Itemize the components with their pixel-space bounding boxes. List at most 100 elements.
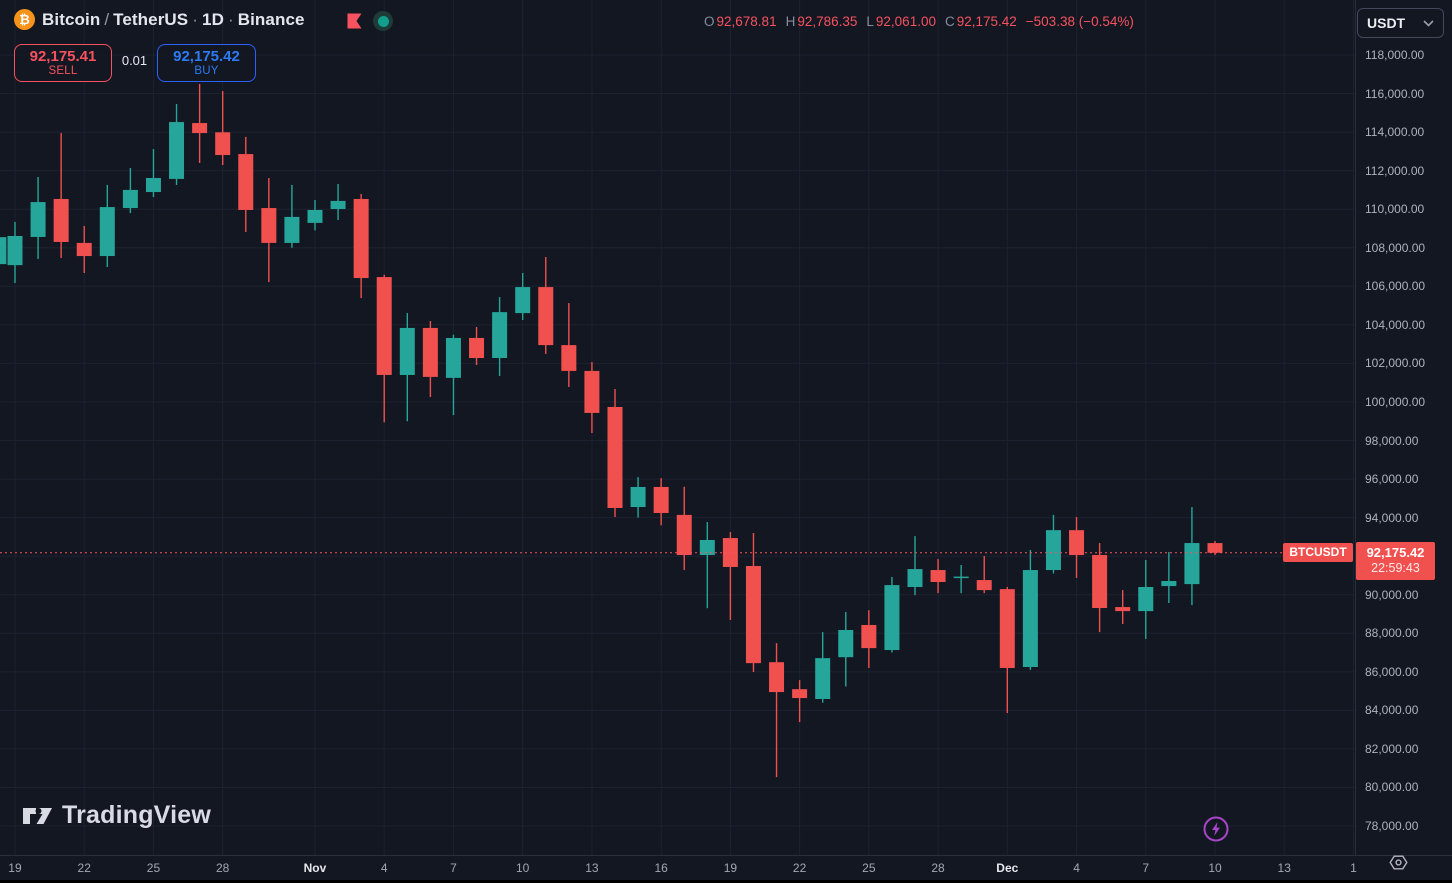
- candle-body: [261, 208, 277, 243]
- candle-body: [930, 570, 946, 582]
- bottom-edge: [0, 880, 1452, 883]
- candle-body: [169, 122, 185, 179]
- time-tick-label: 22: [792, 861, 807, 875]
- symbol-title[interactable]: ₿ Bitcoin / TetherUS · 1D · Binance: [14, 9, 305, 30]
- time-tick-label: 22: [77, 861, 91, 875]
- candle-body: [122, 189, 138, 209]
- candle-body: [976, 580, 992, 591]
- price-tick-label: 86,000.00: [1365, 664, 1419, 679]
- candle-body: [1207, 543, 1223, 553]
- candle-body: [607, 406, 623, 508]
- bar-countdown: 22:59:43: [1371, 561, 1420, 576]
- candle-body: [376, 277, 392, 375]
- time-tick-label: 1: [1350, 861, 1357, 875]
- price-tick-label: 94,000.00: [1365, 510, 1419, 525]
- candle-body: [1022, 570, 1038, 668]
- candle-body: [999, 589, 1015, 668]
- current-price-value: 92,175.42: [1366, 545, 1425, 561]
- time-tick-label: 28: [216, 861, 230, 875]
- lightning-icon[interactable]: [1202, 815, 1230, 843]
- candle-body: [145, 177, 161, 193]
- candle-body: [1115, 607, 1131, 612]
- buy-label: BUY: [194, 65, 219, 77]
- tradingview-watermark[interactable]: TradingView: [22, 801, 211, 830]
- time-axis[interactable]: 19 22 25 28 Nov 4 7 10 13 16 19 22 25 28 Dec 4 7 10 13 1: [0, 855, 1452, 880]
- chart-header: ₿ Bitcoin / TetherUS · 1D · Binance O 92,678.81…: [0, 0, 1350, 44]
- buy-button[interactable]: 92,175.42 BUY: [157, 44, 256, 82]
- candle-body: [307, 209, 323, 223]
- tradingview-logo-icon: [23, 807, 52, 824]
- price-tick-label: 84,000.00: [1365, 703, 1419, 718]
- sell-label: SELL: [48, 65, 78, 77]
- time-tick-label: 4: [1073, 861, 1080, 875]
- price-tick-label: 78,000.00: [1365, 819, 1419, 834]
- price-tick-label: 82,000.00: [1365, 741, 1419, 756]
- price-axis[interactable]: 118,000.00 116,000.00 114,000.00 112,000.00…: [1355, 0, 1452, 855]
- sell-price: 92,175.41: [29, 48, 97, 65]
- open-value: 92,678.81: [716, 14, 777, 29]
- price-tick-label: 108,000.00: [1365, 240, 1426, 255]
- price-tick-label: 106,000.00: [1365, 279, 1426, 294]
- time-tick-label: Dec: [996, 861, 1019, 875]
- candle-body: [0, 237, 7, 265]
- candle-body: [1069, 530, 1085, 556]
- candle-body: [422, 327, 438, 377]
- current-price-badge: 92,175.42 22:59:43: [1356, 542, 1435, 581]
- candle-body: [838, 629, 854, 658]
- price-tick-label: 96,000.00: [1365, 472, 1419, 487]
- buy-price: 92,175.42: [173, 48, 240, 65]
- candle-body: [699, 539, 715, 556]
- candle-body: [445, 337, 461, 378]
- ohlc-values: O 92,678.81 H 92,786.35 L 92,061.00 C 92,175.42…: [704, 14, 1134, 29]
- candle-body: [99, 207, 115, 257]
- candle-body: [7, 235, 23, 266]
- candle-body: [792, 689, 808, 699]
- time-tick-label: 25: [862, 861, 876, 875]
- time-tick-label: 28: [931, 861, 945, 875]
- candle-body: [53, 198, 69, 242]
- bitcoin-logo-icon: ₿: [14, 9, 35, 30]
- interval-label[interactable]: 1D: [202, 9, 224, 29]
- candle-body: [1184, 543, 1200, 585]
- spread-value: 0.01: [121, 53, 148, 68]
- currency-unit-selector[interactable]: USDT: [1357, 8, 1444, 38]
- time-tick-label: 10: [516, 861, 530, 875]
- time-tick-label: 16: [654, 861, 668, 875]
- flag-icon[interactable]: [345, 13, 363, 29]
- price-tick-label: 100,000.00: [1365, 394, 1426, 409]
- candle-body: [653, 486, 669, 513]
- time-tick-label: 19: [8, 861, 22, 875]
- market-status-icon[interactable]: [373, 11, 393, 31]
- time-tick-label: 10: [1208, 861, 1222, 875]
- time-tick-label: 13: [1277, 861, 1291, 875]
- candle-body: [630, 486, 646, 508]
- candle-body: [215, 132, 231, 156]
- axis-settings-gear-icon[interactable]: [1389, 853, 1408, 872]
- price-tick-label: 104,000.00: [1365, 317, 1426, 332]
- change-value: −503.38 (−0.54%): [1025, 14, 1134, 29]
- time-tick-label: Nov: [303, 861, 327, 875]
- price-tick-label: 110,000.00: [1365, 202, 1425, 217]
- candle-body: [861, 624, 877, 649]
- sell-button[interactable]: 92,175.41 SELL: [14, 44, 112, 82]
- price-tick-label: 114,000.00: [1365, 125, 1425, 140]
- price-tick-label: 112,000.00: [1365, 163, 1425, 178]
- price-tick-label: 98,000.00: [1365, 433, 1419, 448]
- price-tick-label: 90,000.00: [1365, 587, 1419, 602]
- candle-body: [284, 216, 300, 243]
- high-value: 92,786.35: [797, 14, 858, 29]
- exchange-label: Binance: [237, 9, 305, 29]
- low-value: 92,061.00: [875, 14, 936, 29]
- candle-body: [815, 658, 831, 700]
- close-value: 92,175.42: [956, 14, 1017, 29]
- price-tick-label: 116,000.00: [1365, 86, 1425, 101]
- price-tick-label: 80,000.00: [1365, 780, 1419, 795]
- candle-body: [584, 370, 600, 413]
- candle-body: [192, 123, 208, 134]
- candle-body: [469, 337, 485, 359]
- time-tick-label: 7: [450, 861, 457, 875]
- time-tick-label: 13: [585, 861, 599, 875]
- candle-body: [1045, 530, 1061, 571]
- candle-body: [238, 154, 254, 210]
